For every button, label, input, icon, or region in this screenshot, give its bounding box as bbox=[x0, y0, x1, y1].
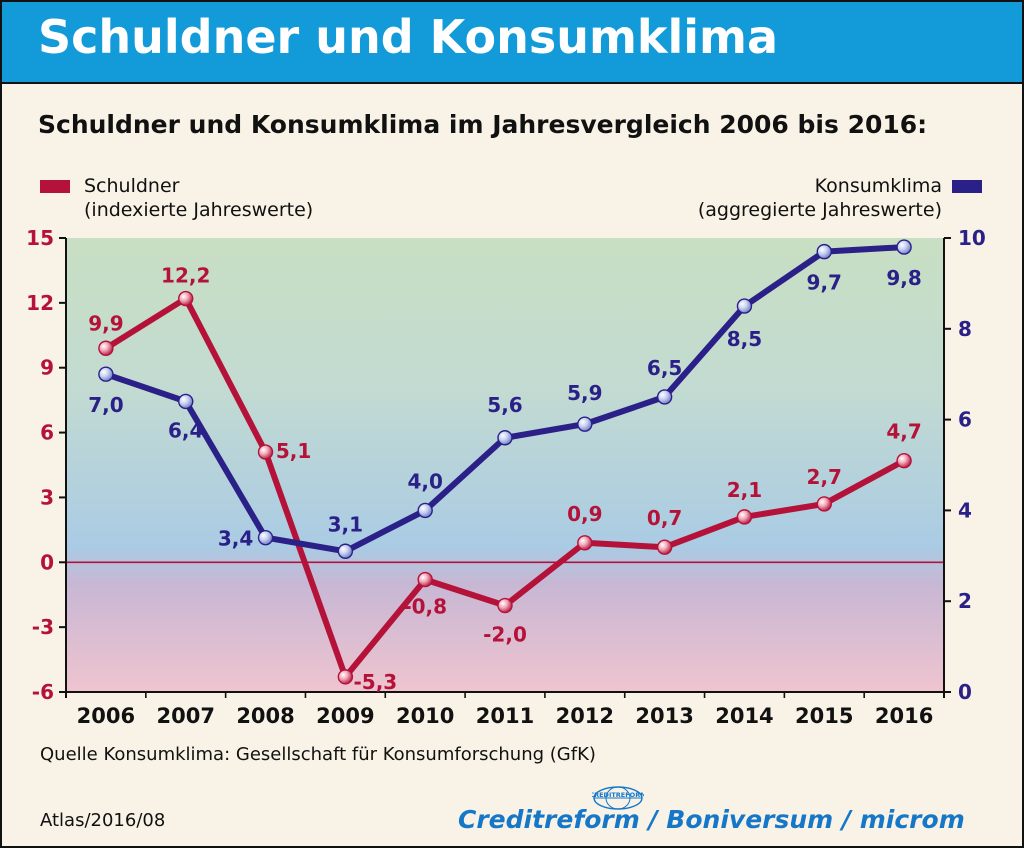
x-tick-label: 2006 bbox=[77, 704, 135, 728]
data-point-schuldner bbox=[577, 535, 593, 551]
globe-logo-text: CREDITREFORM bbox=[592, 791, 644, 799]
data-point-schuldner bbox=[178, 290, 194, 307]
data-point-schuldner bbox=[417, 571, 433, 588]
data-point-schuldner bbox=[497, 597, 513, 614]
y-left-tick-label: 9 bbox=[40, 356, 54, 380]
data-label-konsumklima: 6,5 bbox=[647, 356, 682, 380]
data-label-konsumklima: 5,9 bbox=[567, 381, 602, 405]
data-label-konsumklima: 9,8 bbox=[886, 266, 921, 290]
atlas-reference: Atlas/2016/08 bbox=[40, 810, 166, 831]
data-point-konsumklima bbox=[577, 416, 593, 432]
data-label-schuldner: 2,7 bbox=[807, 465, 842, 489]
legend-konsumklima-note: (aggregierte Jahreswerte) bbox=[697, 199, 942, 221]
data-label-konsumklima: 7,0 bbox=[88, 393, 123, 417]
legend-konsumklima-name: Konsumklima bbox=[814, 175, 942, 197]
brand-logo: Creditreform / Boniversum / microm bbox=[458, 805, 965, 834]
x-tick-label: 2007 bbox=[157, 704, 215, 728]
y-left-tick-label: -3 bbox=[32, 615, 54, 639]
data-point-schuldner bbox=[257, 444, 274, 460]
legend-swatch-schuldner bbox=[40, 180, 70, 193]
data-point-konsumklima bbox=[816, 243, 832, 260]
x-tick-label: 2016 bbox=[875, 704, 933, 728]
data-label-konsumklima: 9,7 bbox=[807, 271, 842, 295]
y-left-tick-label: -6 bbox=[32, 680, 54, 704]
x-tick-label: 2010 bbox=[396, 704, 454, 728]
legend-schuldner: Schuldner (indexierte Jahreswerte) bbox=[84, 174, 313, 222]
data-label-schuldner: -5,3 bbox=[353, 670, 397, 694]
y-right-tick-label: 10 bbox=[958, 226, 986, 250]
data-point-schuldner bbox=[656, 539, 673, 555]
legend-konsumklima: Konsumklima (aggregierte Jahreswerte) bbox=[698, 174, 942, 222]
x-tick-label: 2008 bbox=[236, 704, 294, 728]
data-point-schuldner bbox=[736, 509, 753, 525]
data-point-konsumklima bbox=[896, 239, 912, 255]
title-banner: Schuldner und Konsumklima bbox=[2, 2, 1022, 84]
source-note: Quelle Konsumklima: Gesellschaft für Kon… bbox=[40, 744, 596, 765]
data-label-schuldner: 0,9 bbox=[567, 502, 602, 526]
chart-subtitle: Schuldner und Konsumklima im Jahresvergl… bbox=[38, 110, 928, 139]
x-tick-label: 2013 bbox=[635, 704, 693, 728]
data-label-schuldner: -2,0 bbox=[483, 623, 527, 647]
data-label-schuldner: -0,8 bbox=[403, 595, 447, 619]
data-label-konsumklima: 4,0 bbox=[407, 469, 442, 493]
data-label-schuldner: 5,1 bbox=[276, 439, 311, 463]
y-left-tick-label: 3 bbox=[40, 485, 54, 509]
y-right-tick-label: 4 bbox=[958, 498, 972, 522]
data-point-schuldner bbox=[98, 340, 114, 356]
data-label-konsumklima: 3,1 bbox=[328, 512, 363, 536]
legend-schuldner-note: (indexierte Jahreswerte) bbox=[84, 199, 314, 221]
legend-swatch-konsumklima bbox=[952, 180, 982, 193]
data-point-konsumklima bbox=[417, 502, 433, 519]
y-left-tick-label: 0 bbox=[40, 550, 54, 574]
y-right-tick-label: 6 bbox=[958, 408, 972, 432]
x-tick-label: 2012 bbox=[556, 704, 614, 728]
data-label-konsumklima: 5,6 bbox=[487, 393, 522, 417]
data-point-konsumklima bbox=[98, 366, 114, 382]
data-point-konsumklima bbox=[337, 543, 354, 559]
data-label-schuldner: 0,7 bbox=[647, 506, 682, 530]
globe-icon: CREDITREFORM bbox=[592, 786, 644, 810]
data-point-schuldner bbox=[896, 452, 912, 469]
data-label-schuldner: 9,9 bbox=[88, 311, 123, 335]
data-label-konsumklima: 6,4 bbox=[168, 418, 203, 442]
plot-area bbox=[66, 238, 944, 692]
data-label-konsumklima: 8,5 bbox=[727, 327, 762, 351]
data-point-konsumklima bbox=[257, 529, 274, 546]
data-point-konsumklima bbox=[656, 389, 673, 405]
x-tick-label: 2015 bbox=[795, 704, 853, 728]
data-point-konsumklima bbox=[178, 393, 194, 410]
y-right-tick-label: 8 bbox=[958, 317, 972, 341]
banner-title: Schuldner und Konsumklima bbox=[38, 10, 779, 64]
data-point-schuldner bbox=[337, 669, 354, 685]
y-left-tick-label: 15 bbox=[26, 226, 54, 250]
x-tick-label: 2011 bbox=[476, 704, 534, 728]
legend-schuldner-name: Schuldner bbox=[84, 175, 180, 197]
data-label-konsumklima: 3,4 bbox=[218, 527, 253, 551]
y-left-tick-label: 12 bbox=[26, 291, 54, 315]
y-left-tick-label: 6 bbox=[40, 421, 54, 445]
x-tick-label: 2009 bbox=[316, 704, 374, 728]
y-right-tick-label: 2 bbox=[958, 589, 972, 613]
data-label-schuldner: 4,7 bbox=[886, 420, 921, 444]
data-point-schuldner bbox=[816, 496, 832, 512]
data-label-schuldner: 2,1 bbox=[727, 478, 762, 502]
data-point-konsumklima bbox=[497, 430, 513, 446]
y-right-tick-label: 0 bbox=[958, 680, 972, 704]
x-tick-label: 2014 bbox=[715, 704, 773, 728]
data-label-schuldner: 12,2 bbox=[161, 264, 210, 288]
data-point-konsumklima bbox=[736, 298, 753, 314]
